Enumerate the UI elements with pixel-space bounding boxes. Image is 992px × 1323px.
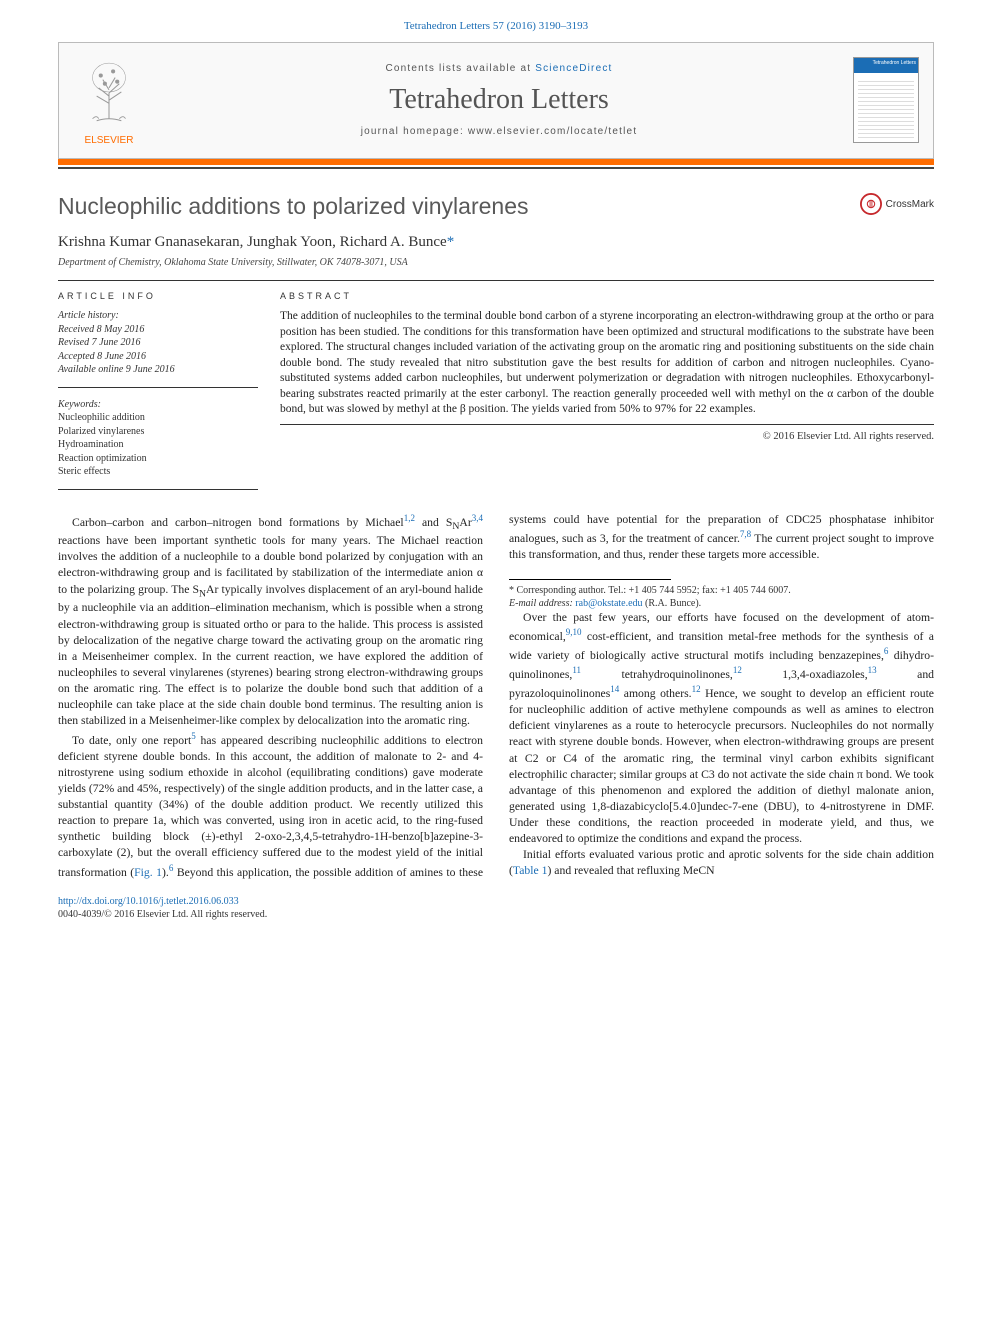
journal-cover-thumb: Tetrahedron Letters (853, 57, 919, 143)
footnotes: * Corresponding author. Tel.: +1 405 744… (509, 584, 934, 610)
table-link[interactable]: Table 1 (513, 864, 548, 877)
email-note: E-mail address: rab@okstate.edu (R.A. Bu… (509, 597, 934, 610)
ref-link[interactable]: 13 (868, 665, 877, 675)
keyword: Hydroamination (58, 438, 258, 452)
journal-homepage: journal homepage: www.elsevier.com/locat… (155, 126, 843, 137)
keyword: Nucleophilic addition (58, 411, 258, 425)
doi-link[interactable]: http://dx.doi.org/10.1016/j.tetlet.2016.… (58, 896, 239, 907)
body-paragraph: Over the past few years, our efforts hav… (509, 610, 934, 848)
body-paragraph: Carbon–carbon and carbon–nitrogen bond f… (58, 512, 483, 730)
email-link[interactable]: rab@okstate.edu (575, 598, 642, 609)
journal-homepage-url[interactable]: www.elsevier.com/locate/tetlet (468, 126, 637, 137)
figure-link[interactable]: Fig. 1 (134, 865, 162, 878)
article-title: Nucleophilic additions to polarized viny… (58, 193, 529, 220)
keywords-block: Keywords: Nucleophilic addition Polarize… (58, 398, 258, 490)
keyword: Reaction optimization (58, 452, 258, 466)
keyword: Steric effects (58, 465, 258, 479)
article-info-heading: ARTICLE INFO (58, 291, 258, 301)
journal-header: ELSEVIER Contents lists available at Sci… (58, 42, 934, 159)
ref-link[interactable]: 11 (572, 665, 581, 675)
ref-link[interactable]: 1,2 (404, 513, 415, 523)
elsevier-tree-icon (78, 57, 140, 129)
accent-bar (58, 159, 934, 165)
citation-line: Tetrahedron Letters 57 (2016) 3190–3193 (58, 20, 934, 32)
corresponding-note: * Corresponding author. Tel.: +1 405 744… (509, 584, 934, 597)
article-body: Carbon–carbon and carbon–nitrogen bond f… (58, 512, 934, 881)
ref-link[interactable]: 14 (610, 684, 619, 694)
author-list: Krishna Kumar Gnanasekaran, Junghak Yoon… (58, 234, 934, 251)
ref-link[interactable]: 7,8 (740, 529, 751, 539)
divider-bar (58, 167, 934, 169)
doi-block: http://dx.doi.org/10.1016/j.tetlet.2016.… (58, 895, 934, 921)
contents-available: Contents lists available at ScienceDirec… (155, 63, 843, 74)
ref-link[interactable]: 12 (692, 684, 701, 694)
footnote-separator (509, 579, 671, 580)
abstract-copyright: © 2016 Elsevier Ltd. All rights reserved… (280, 431, 934, 442)
ref-link[interactable]: 12 (733, 665, 742, 675)
ref-link[interactable]: 3,4 (472, 513, 483, 523)
issn-copyright: 0040-4039/© 2016 Elsevier Ltd. All right… (58, 908, 934, 921)
crossmark-badge[interactable]: CrossMark (860, 193, 934, 215)
ref-link[interactable]: 9,10 (566, 627, 582, 637)
abstract-heading: ABSTRACT (280, 291, 934, 301)
publisher-logo: ELSEVIER (73, 53, 145, 146)
publisher-name: ELSEVIER (73, 135, 145, 146)
article-history: Article history: Received 8 May 2016 Rev… (58, 309, 258, 388)
sciencedirect-link[interactable]: ScienceDirect (535, 63, 612, 74)
crossmark-icon (860, 193, 882, 215)
keyword: Polarized vinylarenes (58, 425, 258, 439)
corresponding-marker: * (447, 234, 455, 250)
journal-title: Tetrahedron Letters (155, 84, 843, 116)
body-paragraph: Initial efforts evaluated various protic… (509, 847, 934, 879)
affiliation: Department of Chemistry, Oklahoma State … (58, 257, 934, 268)
abstract-text: The addition of nucleophiles to the term… (280, 309, 934, 425)
